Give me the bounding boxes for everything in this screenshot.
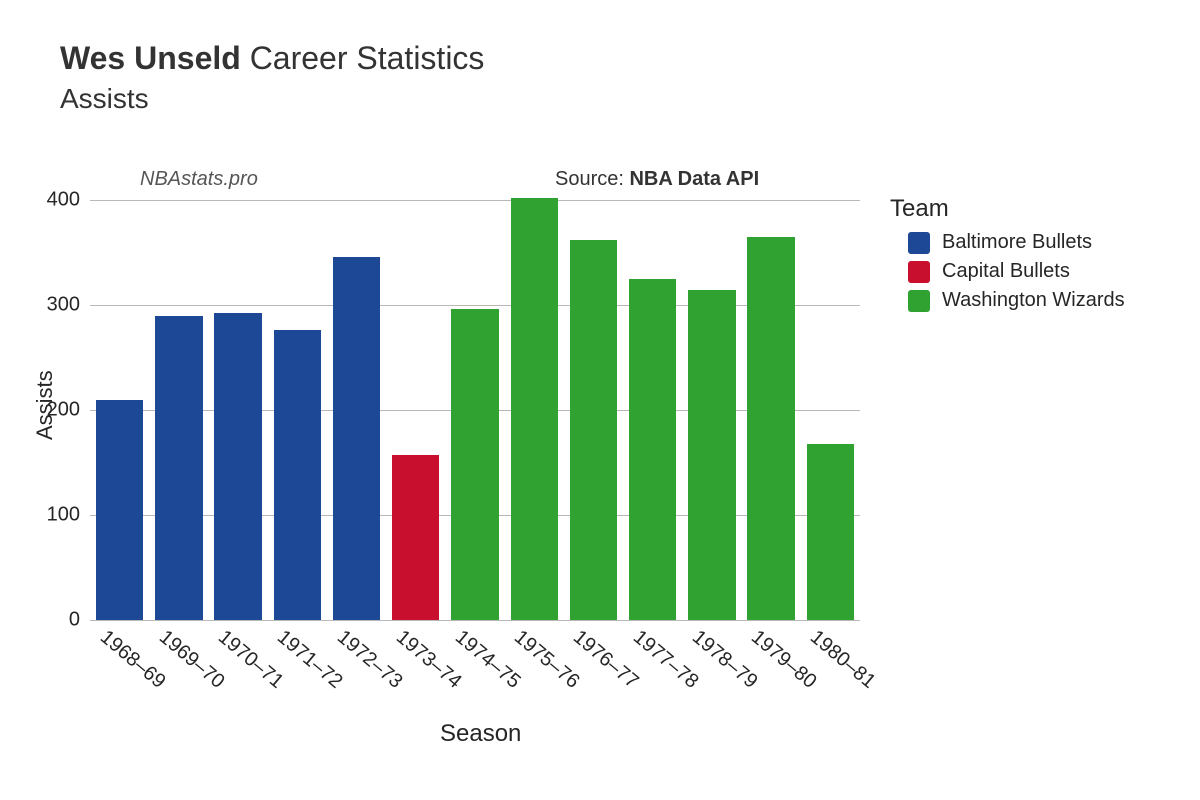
bar bbox=[451, 309, 498, 620]
bar bbox=[155, 316, 202, 621]
title-rest: Career Statistics bbox=[250, 40, 485, 76]
title-player-name: Wes Unseld bbox=[60, 40, 241, 76]
y-tick-label: 300 bbox=[47, 294, 80, 317]
bar bbox=[511, 198, 558, 620]
y-tick-label: 0 bbox=[69, 609, 80, 632]
legend-label: Baltimore Bullets bbox=[942, 231, 1092, 254]
credit-source-prefix: Source: bbox=[555, 168, 629, 190]
bar bbox=[274, 330, 321, 620]
legend-item: Washington Wizards bbox=[908, 289, 1125, 312]
gridline bbox=[90, 620, 860, 621]
legend-label: Capital Bullets bbox=[942, 260, 1070, 283]
legend-swatch bbox=[908, 290, 930, 312]
chart-subtitle: Assists bbox=[60, 83, 484, 115]
bar bbox=[807, 444, 854, 620]
credit-source: Source: NBA Data API bbox=[555, 168, 759, 191]
legend-label: Washington Wizards bbox=[942, 289, 1125, 312]
x-axis-label: Season bbox=[440, 720, 521, 748]
gridline bbox=[90, 305, 860, 306]
legend-item: Baltimore Bullets bbox=[908, 231, 1125, 254]
x-tick-label: 1971–72 bbox=[273, 626, 347, 694]
x-tick-label: 1979–80 bbox=[746, 626, 820, 694]
bar bbox=[392, 455, 439, 620]
x-tick-label: 1977–78 bbox=[628, 626, 702, 694]
x-tick-label: 1978–79 bbox=[687, 626, 761, 694]
credit-source-name: NBA Data API bbox=[629, 168, 759, 190]
chart-title-block: Wes Unseld Career Statistics Assists bbox=[60, 40, 484, 115]
chart-title: Wes Unseld Career Statistics bbox=[60, 40, 484, 77]
credit-site: NBAstats.pro bbox=[140, 168, 258, 191]
y-axis-label: Assists bbox=[32, 370, 58, 440]
gridline bbox=[90, 200, 860, 201]
y-tick-label: 100 bbox=[47, 504, 80, 527]
x-tick-label: 1970–71 bbox=[213, 626, 287, 694]
bar bbox=[570, 240, 617, 620]
x-tick-label: 1968–69 bbox=[95, 626, 169, 694]
x-tick-label: 1972–73 bbox=[332, 626, 406, 694]
x-tick-label: 1974–75 bbox=[450, 626, 524, 694]
bar bbox=[96, 400, 143, 621]
x-tick-label: 1980–81 bbox=[806, 626, 880, 694]
bar bbox=[688, 290, 735, 620]
bar bbox=[747, 237, 794, 620]
x-tick-label: 1969–70 bbox=[154, 626, 228, 694]
legend-swatch bbox=[908, 261, 930, 283]
plot-area: 01002003004001968–691969–701970–711971–7… bbox=[90, 200, 860, 620]
legend-title: Team bbox=[890, 195, 1125, 223]
legend-swatch bbox=[908, 232, 930, 254]
bar bbox=[333, 257, 380, 620]
x-tick-label: 1973–74 bbox=[391, 626, 465, 694]
x-tick-label: 1976–77 bbox=[569, 626, 643, 694]
legend: Team Baltimore Bullets Capital Bullets Was… bbox=[890, 195, 1125, 318]
bar bbox=[214, 313, 261, 620]
bar bbox=[629, 279, 676, 620]
legend-item: Capital Bullets bbox=[908, 260, 1125, 283]
y-tick-label: 400 bbox=[47, 189, 80, 212]
chart-area: 01002003004001968–691969–701970–711971–7… bbox=[90, 200, 860, 620]
